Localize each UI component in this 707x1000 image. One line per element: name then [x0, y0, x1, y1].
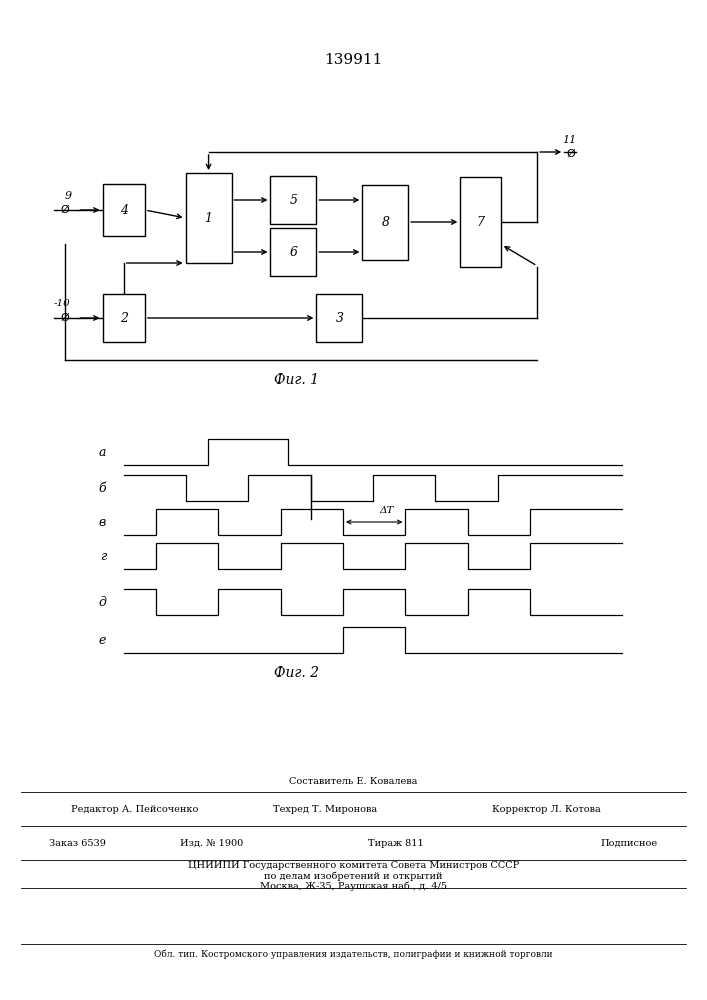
Text: -10: -10	[53, 299, 70, 308]
Text: по делам изобретений и открытий: по делам изобретений и открытий	[264, 871, 443, 881]
Text: Корректор Л. Котова: Корректор Л. Котова	[492, 804, 601, 814]
Text: б: б	[98, 482, 106, 494]
Bar	[270, 176, 316, 224]
Text: Москва, Ж-35, Раушская наб., д. 4/5: Москва, Ж-35, Раушская наб., д. 4/5	[260, 881, 447, 891]
Text: 1: 1	[204, 212, 213, 225]
Bar	[185, 173, 231, 263]
Bar	[103, 184, 145, 236]
Text: д: д	[98, 595, 106, 608]
Text: Ø: Ø	[567, 149, 575, 159]
Text: Изд. № 1900: Изд. № 1900	[180, 838, 244, 848]
Text: 4: 4	[119, 204, 128, 217]
Text: 5: 5	[289, 194, 298, 207]
Text: Тираж 811: Тираж 811	[368, 838, 423, 848]
Text: 139911: 139911	[325, 53, 382, 67]
Text: Фиг. 1: Фиг. 1	[274, 373, 320, 387]
Text: Заказ 6539: Заказ 6539	[49, 838, 106, 848]
Text: 2: 2	[119, 312, 128, 324]
Text: г: г	[100, 550, 106, 562]
Text: 3: 3	[335, 312, 344, 324]
Text: Фиг. 2: Фиг. 2	[274, 666, 320, 680]
Bar	[363, 184, 409, 259]
Bar	[317, 294, 362, 342]
Text: Составитель Е. Ковалева: Составитель Е. Ковалева	[289, 778, 418, 786]
Text: в: в	[99, 516, 106, 528]
Bar	[270, 228, 316, 276]
Text: Редактор А. Пейсоченко: Редактор А. Пейсоченко	[71, 804, 198, 814]
Text: Подписное: Подписное	[600, 838, 658, 848]
Text: а: а	[98, 446, 106, 458]
Text: 6: 6	[289, 245, 298, 258]
Bar	[103, 294, 145, 342]
Text: Ø: Ø	[61, 313, 69, 323]
Text: Техред Т. Миронова: Техред Т. Миронова	[273, 804, 378, 814]
Text: ЦНИИПИ Государственного комитета Совета Министров СССР: ЦНИИПИ Государственного комитета Совета …	[188, 861, 519, 870]
Text: 9: 9	[65, 191, 72, 201]
Text: 11: 11	[562, 135, 576, 145]
Text: 8: 8	[381, 216, 390, 229]
Text: Обл. тип. Костромского управления издательств, полиграфии и книжной торговли: Обл. тип. Костромского управления издате…	[154, 949, 553, 959]
Bar	[460, 177, 501, 267]
Text: Ø: Ø	[61, 205, 69, 215]
Text: е: е	[99, 634, 106, 647]
Text: 7: 7	[477, 216, 485, 229]
Text: ΔΤ: ΔΤ	[380, 506, 394, 515]
